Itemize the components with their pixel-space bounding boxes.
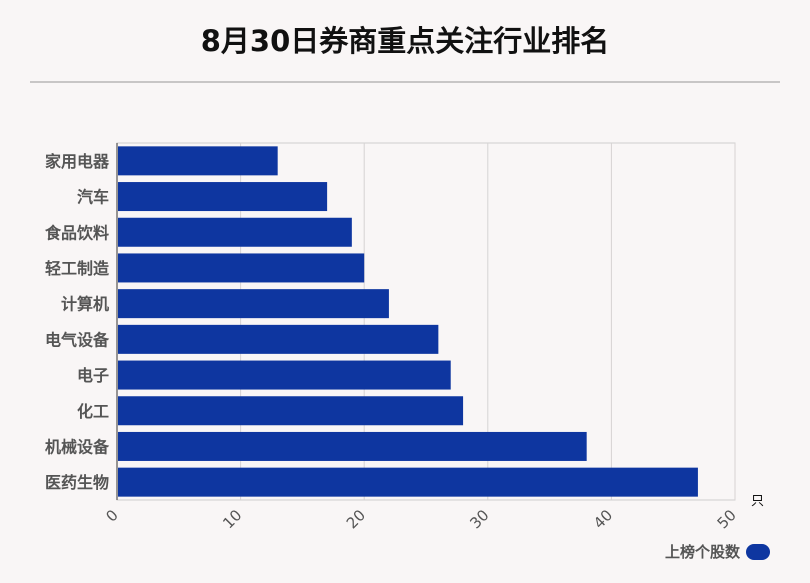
bar-1[interactable] bbox=[118, 182, 328, 212]
category-label-9: 医药生物 bbox=[45, 473, 109, 492]
x-tick-label-3: 30 bbox=[466, 506, 492, 532]
category-label-2: 食品饮料 bbox=[44, 223, 109, 242]
x-unit-label: 只 bbox=[751, 494, 764, 509]
x-tick-label-2: 20 bbox=[343, 506, 369, 532]
category-label-1: 汽车 bbox=[77, 188, 109, 207]
bar-4[interactable] bbox=[118, 289, 389, 319]
bar-5[interactable] bbox=[118, 324, 439, 354]
bar-7[interactable] bbox=[118, 396, 464, 426]
category-label-6: 电子 bbox=[77, 366, 109, 385]
x-tick-label-4: 40 bbox=[590, 506, 616, 532]
chart-title: 8月30日券商重点关注行业排名 bbox=[200, 24, 610, 58]
bar-3[interactable] bbox=[118, 253, 365, 283]
bar-8[interactable] bbox=[118, 431, 587, 461]
category-label-3: 轻工制造 bbox=[45, 259, 110, 278]
x-tick-label-5: 50 bbox=[714, 506, 740, 532]
category-label-7: 化工 bbox=[77, 402, 109, 421]
legend-label: 上榜个股数 bbox=[664, 543, 740, 561]
category-label-8: 机械设备 bbox=[45, 437, 110, 456]
bar-0[interactable] bbox=[118, 146, 278, 176]
category-label-5: 电气设备 bbox=[45, 330, 110, 349]
title-divider bbox=[30, 81, 780, 83]
x-tick-label-1: 10 bbox=[219, 506, 245, 532]
x-tick-labels: 0 10 20 30 40 50 bbox=[102, 506, 739, 532]
category-label-4: 计算机 bbox=[61, 295, 109, 314]
category-label-0: 家用电器 bbox=[45, 152, 110, 171]
bar-6[interactable] bbox=[118, 360, 451, 390]
legend[interactable]: 上榜个股数 bbox=[665, 541, 770, 562]
bars bbox=[118, 146, 698, 497]
legend-swatch[interactable] bbox=[746, 543, 770, 560]
bar-2[interactable] bbox=[118, 217, 352, 247]
bar-9[interactable] bbox=[118, 467, 698, 497]
x-tick-label-0: 0 bbox=[102, 506, 121, 525]
